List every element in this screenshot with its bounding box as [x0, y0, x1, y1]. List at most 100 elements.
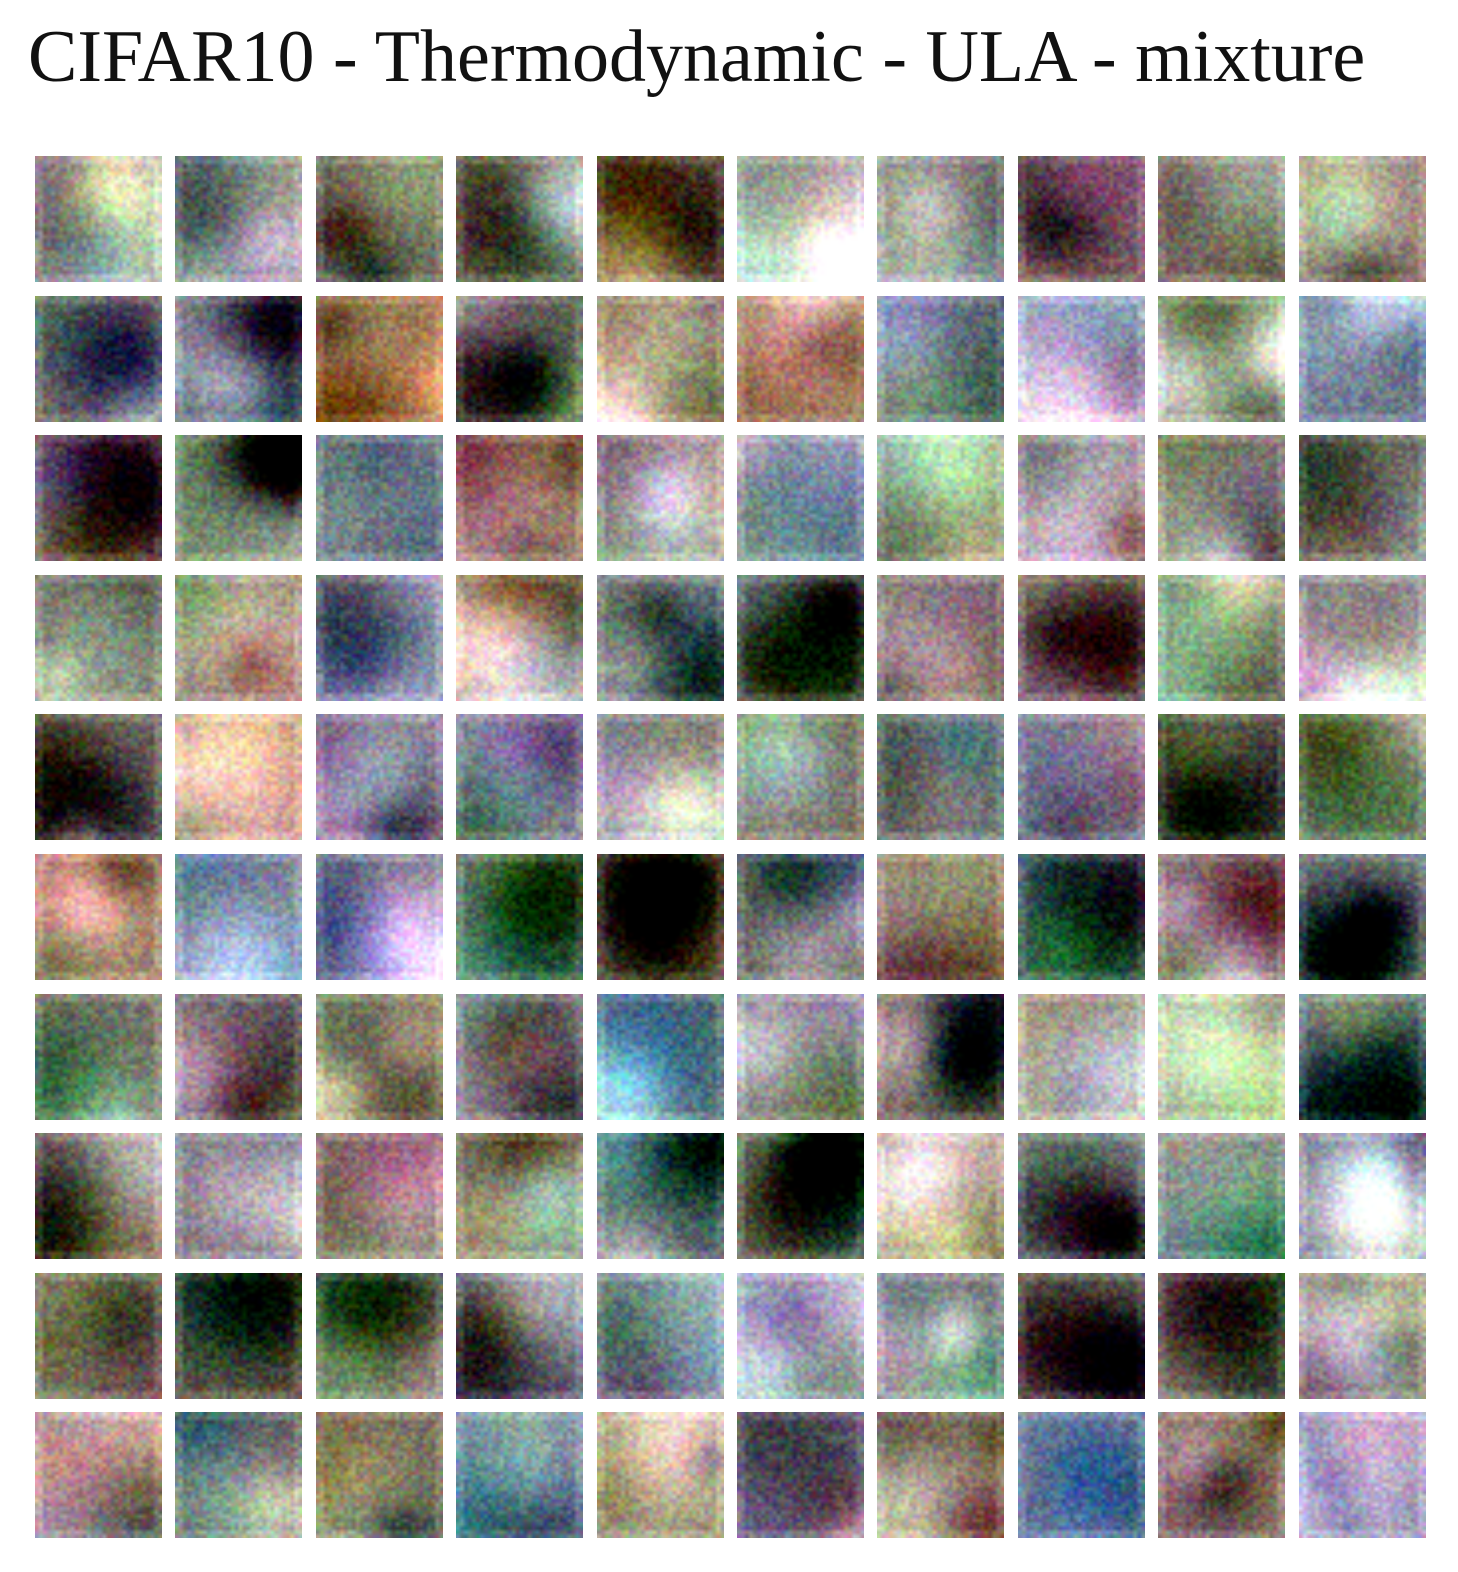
sample-image: [1299, 156, 1426, 282]
sample-image: [175, 575, 302, 701]
sample-image: [1299, 714, 1426, 840]
sample-image: [737, 1412, 864, 1538]
sample-image: [877, 714, 1004, 840]
sample-image: [456, 1412, 583, 1538]
sample-image: [175, 1133, 302, 1259]
sample-image: [1299, 1273, 1426, 1399]
sample-image: [877, 1133, 1004, 1259]
sample-image: [316, 575, 443, 701]
sample-image: [877, 1273, 1004, 1399]
sample-image: [456, 994, 583, 1120]
sample-image: [1299, 435, 1426, 561]
sample-image: [175, 1273, 302, 1399]
sample-image: [737, 994, 864, 1120]
sample-image: [1018, 1412, 1145, 1538]
sample-image: [175, 435, 302, 561]
sample-image: [1018, 575, 1145, 701]
sample-image: [1158, 435, 1285, 561]
sample-image: [1299, 1412, 1426, 1538]
sample-image: [877, 1412, 1004, 1538]
sample-image: [1018, 156, 1145, 282]
sample-image: [1018, 1273, 1145, 1399]
sample-image: [1018, 296, 1145, 422]
sample-image: [316, 1412, 443, 1538]
sample-image: [35, 994, 162, 1120]
sample-image: [597, 435, 724, 561]
sample-image: [1299, 1133, 1426, 1259]
sample-image: [597, 156, 724, 282]
sample-image: [597, 1412, 724, 1538]
sample-image: [1299, 575, 1426, 701]
sample-image: [737, 714, 864, 840]
sample-image: [316, 1133, 443, 1259]
sample-image: [175, 1412, 302, 1538]
sample-image: [597, 994, 724, 1120]
sample-image: [1299, 994, 1426, 1120]
sample-image: [456, 854, 583, 980]
sample-image: [737, 1133, 864, 1259]
sample-image: [175, 714, 302, 840]
sample-image: [35, 296, 162, 422]
sample-image: [1018, 994, 1145, 1120]
sample-image: [1018, 435, 1145, 561]
sample-image: [456, 1133, 583, 1259]
sample-image: [1018, 1133, 1145, 1259]
sample-image: [35, 1273, 162, 1399]
sample-image: [456, 1273, 583, 1399]
sample-image: [316, 435, 443, 561]
sample-image: [1158, 1412, 1285, 1538]
sample-image: [597, 1273, 724, 1399]
sample-image: [1158, 296, 1285, 422]
sample-image: [1158, 156, 1285, 282]
sample-image: [1018, 714, 1145, 840]
figure-title: CIFAR10 - Thermodynamic - ULA - mixture: [28, 16, 1366, 98]
sample-image: [456, 575, 583, 701]
sample-image: [597, 854, 724, 980]
sample-image: [456, 435, 583, 561]
sample-image: [35, 854, 162, 980]
sample-image: [877, 296, 1004, 422]
sample-image: [597, 1133, 724, 1259]
sample-image: [316, 994, 443, 1120]
sample-image: [35, 1412, 162, 1538]
sample-image: [1158, 1273, 1285, 1399]
sample-image: [1018, 854, 1145, 980]
sample-image: [456, 156, 583, 282]
sample-image: [597, 714, 724, 840]
sample-image: [35, 714, 162, 840]
sample-image: [1158, 994, 1285, 1120]
sample-image: [877, 156, 1004, 282]
sample-image: [597, 296, 724, 422]
sample-image: [737, 1273, 864, 1399]
sample-image: [877, 994, 1004, 1120]
sample-image: [175, 296, 302, 422]
sample-image: [175, 854, 302, 980]
sample-image: [35, 1133, 162, 1259]
sample-image: [35, 435, 162, 561]
sample-image: [877, 854, 1004, 980]
sample-image: [175, 156, 302, 282]
sample-image: [456, 714, 583, 840]
sample-image: [35, 156, 162, 282]
sample-image: [316, 1273, 443, 1399]
sample-image: [456, 296, 583, 422]
sample-image: [737, 575, 864, 701]
sample-image: [316, 156, 443, 282]
sample-image: [877, 575, 1004, 701]
sample-image: [737, 435, 864, 561]
sample-image-grid: [35, 156, 1426, 1538]
sample-image: [1158, 575, 1285, 701]
sample-image: [877, 435, 1004, 561]
sample-image: [1299, 296, 1426, 422]
sample-image: [175, 994, 302, 1120]
sample-image: [737, 854, 864, 980]
sample-image: [1158, 1133, 1285, 1259]
sample-image: [597, 575, 724, 701]
sample-image: [737, 156, 864, 282]
sample-image: [737, 296, 864, 422]
sample-image: [316, 854, 443, 980]
sample-image: [1299, 854, 1426, 980]
sample-image: [35, 575, 162, 701]
sample-image: [1158, 714, 1285, 840]
sample-image: [1158, 854, 1285, 980]
